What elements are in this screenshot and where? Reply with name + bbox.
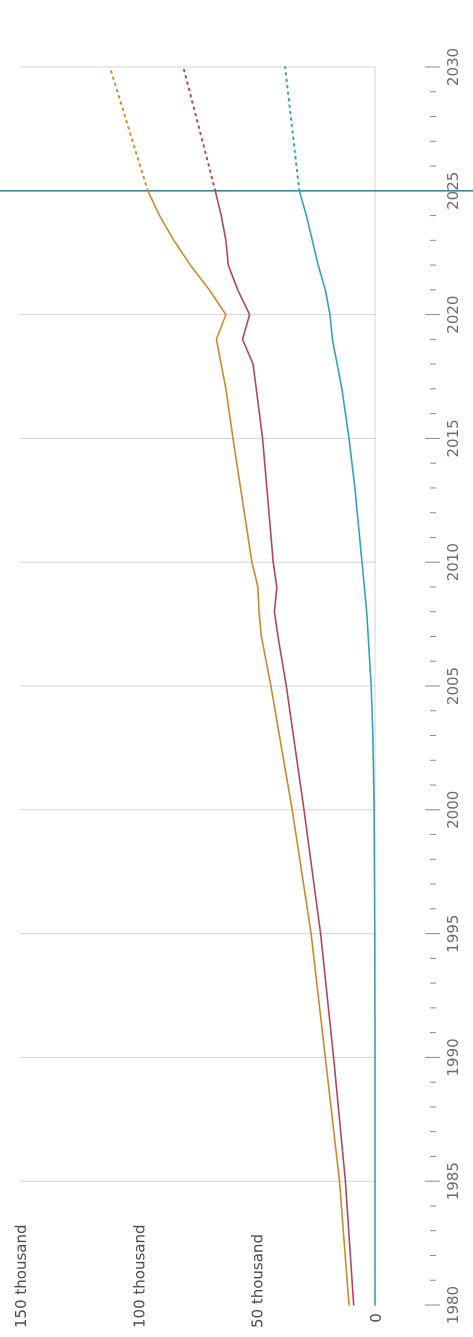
year-label-2000: 2000 bbox=[444, 791, 462, 829]
value-label-0: 0 bbox=[367, 1313, 385, 1323]
year-label-2015: 2015 bbox=[444, 419, 462, 457]
value-label-50000: 50 thousand bbox=[249, 1234, 267, 1328]
series-line-0 bbox=[147, 190, 350, 1306]
series-line-1 bbox=[214, 190, 355, 1306]
year-label-1980: 1980 bbox=[444, 1286, 462, 1324]
grid-layer bbox=[19, 66, 376, 1305]
year-label-1990: 1990 bbox=[444, 1038, 462, 1076]
series-projection-1 bbox=[182, 66, 217, 192]
year-label-2025: 2025 bbox=[444, 172, 462, 210]
year-label-2010: 2010 bbox=[444, 543, 462, 581]
value-label-100000: 100 thousand bbox=[130, 1224, 148, 1328]
year-label-1995: 1995 bbox=[444, 915, 462, 953]
year-label-1985: 1985 bbox=[444, 1162, 462, 1200]
year-label-2030: 2030 bbox=[444, 48, 462, 86]
series-projection-2 bbox=[284, 66, 301, 192]
series-projection-0 bbox=[108, 66, 149, 192]
axis-layer bbox=[0, 66, 473, 1306]
series-line-2 bbox=[298, 190, 376, 1306]
series-layer bbox=[108, 66, 376, 1306]
label-layer: 1980 1985 1990 1995 2000 2005 2010 2015 2020 2025… bbox=[12, 48, 462, 1328]
value-label-150000: 150 thousand bbox=[12, 1224, 30, 1328]
year-label-2020: 2020 bbox=[444, 296, 462, 334]
year-label-2005: 2005 bbox=[444, 667, 462, 705]
